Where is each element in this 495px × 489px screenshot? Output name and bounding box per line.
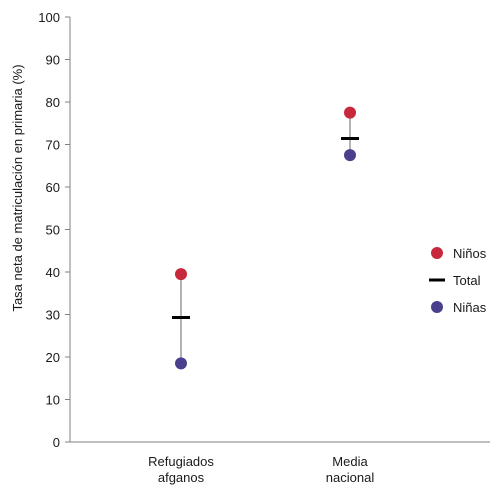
legend-label-ninas: Niñas xyxy=(453,300,487,315)
x-tick-label: Refugiados afganos xyxy=(148,454,214,485)
y-axis: 0 10 20 30 40 50 60 70 80 90 100 xyxy=(38,10,71,450)
legend-label-total: Total xyxy=(453,273,481,288)
y-tick-label: 70 xyxy=(46,138,60,153)
y-tick-label: 80 xyxy=(46,95,60,110)
y-tick-label: 100 xyxy=(38,10,60,25)
legend-marker-ninos xyxy=(431,247,443,259)
y-tick-label: 90 xyxy=(46,53,60,68)
legend-marker-ninas xyxy=(431,301,443,313)
legend-label-ninos: Niños xyxy=(453,246,487,261)
x-tick-label: Media nacional xyxy=(326,454,375,485)
point-ninos xyxy=(175,268,187,281)
y-tick-label: 50 xyxy=(46,223,60,238)
plot-area xyxy=(172,106,359,370)
y-tick-label: 30 xyxy=(46,308,60,323)
x-axis: Refugiados afganos Media nacional xyxy=(70,441,490,485)
point-ninos xyxy=(344,106,356,119)
legend: Niños Total Niñas xyxy=(429,246,487,315)
y-tick-label: 20 xyxy=(46,350,60,365)
y-tick-label: 10 xyxy=(46,393,60,408)
y-tick-label: 0 xyxy=(53,435,60,450)
point-ninas xyxy=(175,357,187,370)
y-axis-title: Tasa neta de matriculación en primaria (… xyxy=(10,64,25,311)
y-tick-label: 40 xyxy=(46,265,60,280)
y-tick-label: 60 xyxy=(46,180,60,195)
point-ninas xyxy=(344,149,356,162)
